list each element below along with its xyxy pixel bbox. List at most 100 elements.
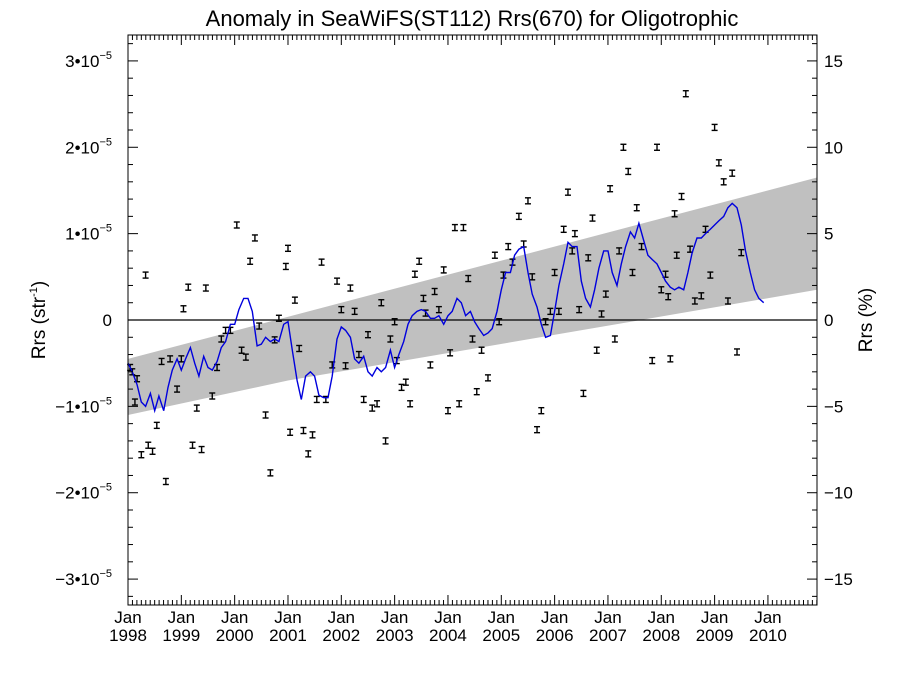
data-point — [411, 270, 418, 278]
data-point — [256, 322, 263, 330]
x-tick-label-month: Jan — [274, 608, 301, 627]
y-axis-label-left-base: Rrs (str — [29, 296, 50, 359]
x-tick-label-year: 2002 — [322, 626, 360, 645]
data-point — [678, 192, 685, 201]
y-tick-label-left: 2•10−5 — [65, 136, 112, 157]
x-tick-label-month: Jan — [434, 608, 461, 627]
data-point — [711, 123, 718, 132]
data-point — [654, 143, 661, 151]
x-tick-label-month: Jan — [701, 608, 728, 627]
data-point — [496, 318, 503, 326]
data-point — [560, 225, 567, 234]
data-point — [407, 400, 414, 408]
data-point — [391, 318, 398, 326]
data-point — [131, 398, 138, 406]
data-point — [309, 431, 316, 439]
data-point — [296, 344, 303, 353]
data-point — [374, 400, 381, 408]
data-point — [633, 204, 640, 212]
data-point — [569, 247, 576, 255]
data-point — [378, 299, 385, 307]
x-tick-label-year: 2004 — [429, 626, 467, 645]
data-point — [625, 167, 632, 176]
x-tick-label-year: 2009 — [696, 626, 734, 645]
data-point — [447, 349, 454, 357]
y-tick-label-right: 15 — [824, 52, 843, 71]
data-point — [673, 251, 680, 259]
x-tick-label-month: Jan — [168, 608, 195, 627]
data-point — [465, 274, 472, 283]
data-point — [360, 395, 367, 404]
data-point — [158, 357, 165, 366]
data-point — [334, 277, 341, 285]
data-point — [571, 229, 578, 238]
data-point — [247, 257, 254, 265]
data-point — [138, 451, 145, 459]
y-tick-label-left-exp: −5 — [99, 50, 112, 62]
x-tick-label-year: 1999 — [162, 626, 200, 645]
x-tick-label-year: 2010 — [749, 626, 787, 645]
data-point — [698, 292, 705, 300]
data-point — [534, 425, 541, 434]
data-point — [524, 197, 531, 205]
data-point — [478, 346, 485, 354]
y-tick-label-right: 0 — [824, 311, 833, 330]
y-tick-label-left-base: 2•10 — [65, 138, 99, 157]
y-axis-label-left-sup: -1 — [28, 287, 40, 297]
data-point — [218, 335, 225, 343]
y-tick-label-left-base: −2•10 — [55, 484, 99, 503]
data-point — [364, 330, 371, 339]
x-tick-label-year: 2007 — [589, 626, 627, 645]
data-point — [338, 305, 345, 314]
y-tick-label-left-exp: −5 — [99, 395, 112, 407]
x-tick-label-month: Jan — [114, 608, 141, 627]
data-point — [189, 441, 196, 449]
chart-title: Anomaly in SeaWiFS(ST112) Rrs(670) for O… — [206, 6, 739, 31]
data-point — [460, 223, 467, 232]
data-point — [451, 223, 458, 232]
data-point — [271, 336, 278, 344]
x-tick-label-month: Jan — [754, 608, 781, 627]
data-point — [629, 268, 636, 277]
data-point — [180, 305, 187, 313]
data-point — [202, 284, 209, 292]
y-axis-label-right: Rrs (%) — [856, 288, 877, 352]
data-point — [284, 244, 291, 253]
data-point — [682, 90, 689, 98]
data-point — [444, 406, 451, 415]
x-tick-label-month: Jan — [221, 608, 248, 627]
data-point — [707, 271, 714, 279]
data-point — [720, 178, 727, 186]
y-tick-label-left-base: −1•10 — [55, 397, 99, 416]
data-point — [305, 450, 312, 458]
data-point — [593, 346, 600, 354]
data-point — [153, 421, 160, 430]
x-tick-label-month: Jan — [541, 608, 568, 627]
y-tick-label-left-base: 3•10 — [65, 52, 99, 71]
data-point — [209, 392, 216, 400]
data-point — [638, 242, 645, 251]
data-point — [491, 251, 498, 259]
data-point — [162, 477, 169, 486]
smoothed-anomaly-line — [127, 202, 765, 414]
data-point — [691, 297, 698, 305]
y-tick-label-left-exp: −5 — [99, 568, 112, 580]
data-point — [589, 214, 596, 222]
x-tick-label-month: Jan — [328, 608, 355, 627]
data-point — [416, 257, 423, 265]
x-tick-label-month: Jan — [381, 608, 408, 627]
x-tick-label-year: 2001 — [269, 626, 307, 645]
data-point — [267, 469, 274, 477]
data-point — [616, 247, 623, 255]
data-point — [238, 346, 245, 354]
data-point — [602, 290, 609, 298]
data-point — [585, 254, 592, 262]
data-point — [555, 307, 562, 316]
y-tick-label-right: 5 — [824, 225, 833, 244]
data-point — [275, 314, 282, 322]
data-point — [538, 406, 545, 415]
y-tick-label-right: −15 — [824, 570, 853, 589]
data-point — [505, 242, 512, 251]
data-point — [738, 248, 745, 257]
